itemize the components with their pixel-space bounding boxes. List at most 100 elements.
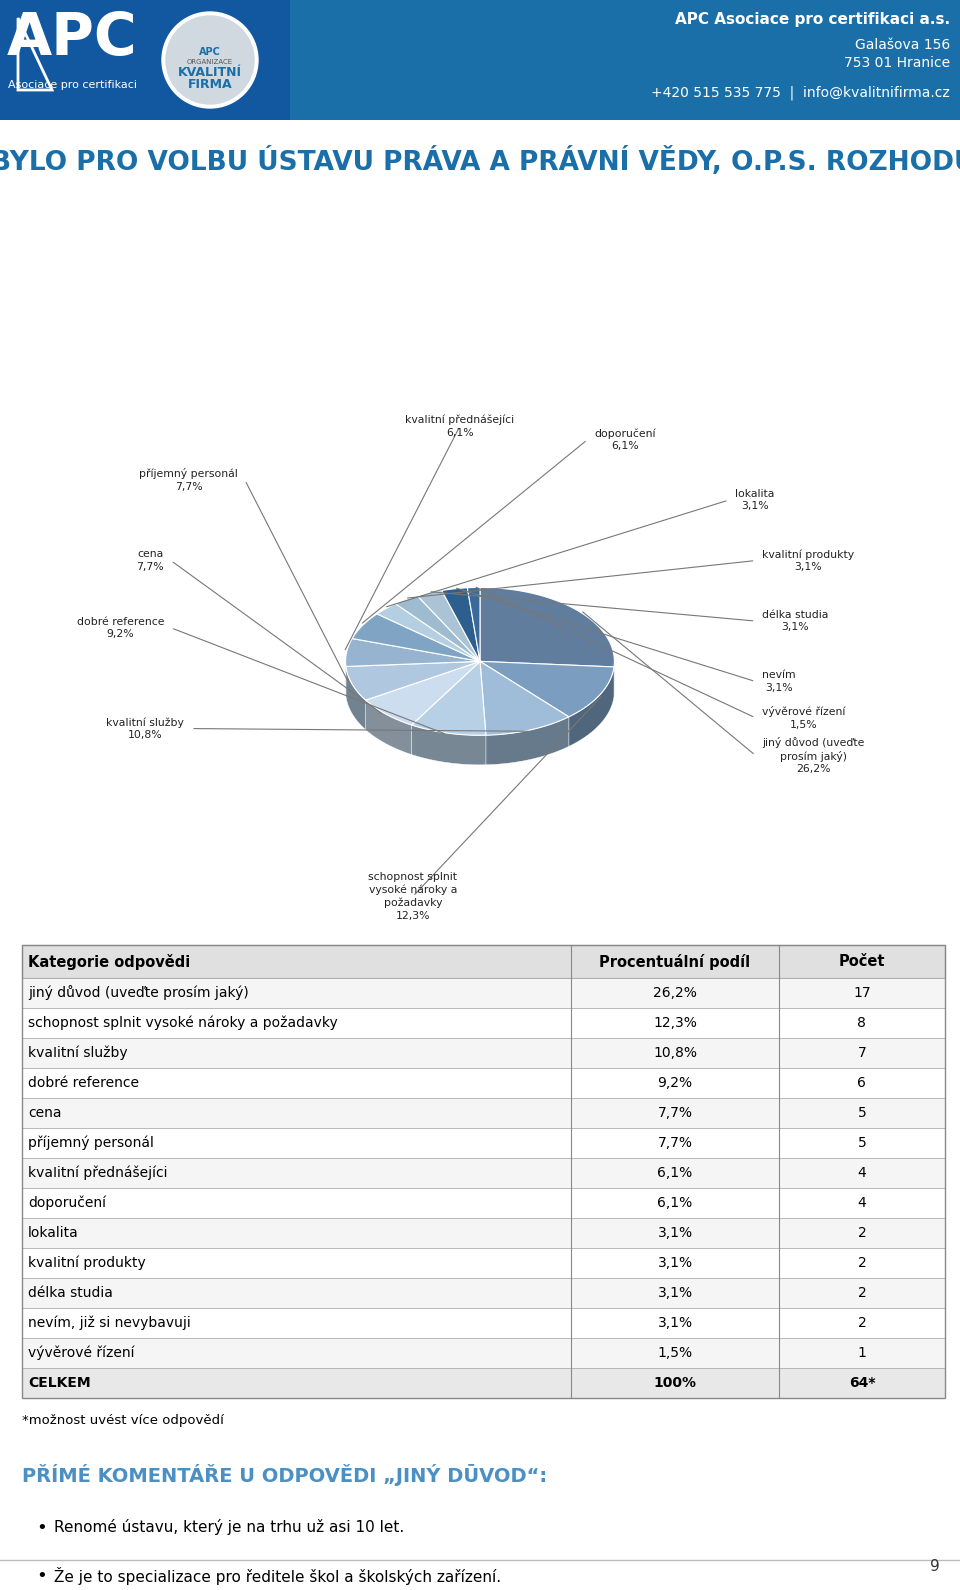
Text: 17: 17 xyxy=(853,986,871,1000)
Text: KVALITNÍ: KVALITNÍ xyxy=(178,65,242,78)
Text: 7: 7 xyxy=(857,1046,866,1061)
Polygon shape xyxy=(396,596,480,661)
Text: 10,8%: 10,8% xyxy=(653,1046,697,1061)
Text: kvaIitní přednášejíci
6,1%: kvaIitní přednášejíci 6,1% xyxy=(405,415,515,437)
Text: 4: 4 xyxy=(857,1196,866,1210)
Text: 26,2%: 26,2% xyxy=(653,986,697,1000)
Text: vývěrové řízení: vývěrové řízení xyxy=(28,1345,134,1361)
Text: Asociace pro certifikaci: Asociace pro certifikaci xyxy=(8,80,136,91)
Text: Kategorie odpovědi: Kategorie odpovědi xyxy=(28,954,190,970)
Polygon shape xyxy=(480,661,569,735)
Polygon shape xyxy=(366,661,480,725)
Text: 3,1%: 3,1% xyxy=(658,1256,692,1270)
Text: nevím, již si nevybavuji: nevím, již si nevybavuji xyxy=(28,1317,191,1331)
Text: 1: 1 xyxy=(857,1347,866,1359)
Text: 753 01 Hranice: 753 01 Hranice xyxy=(844,56,950,70)
Circle shape xyxy=(166,16,254,103)
Text: 7,7%: 7,7% xyxy=(658,1107,692,1119)
FancyBboxPatch shape xyxy=(22,1367,945,1398)
Text: Procentuální podíl: Procentuální podíl xyxy=(599,954,751,970)
Text: dobré reference: dobré reference xyxy=(28,1076,139,1091)
Text: kvaIitní služby: kvaIitní služby xyxy=(28,1046,128,1061)
Circle shape xyxy=(162,13,258,108)
Text: 6: 6 xyxy=(857,1076,866,1091)
Text: kvaIitní produkty: kvaIitní produkty xyxy=(28,1256,146,1270)
Polygon shape xyxy=(486,717,569,765)
Text: Renomé ústavu, který je na trhu už asi 10 let.: Renomé ústavu, který je na trhu už asi 1… xyxy=(54,1518,404,1534)
Polygon shape xyxy=(412,661,486,735)
Text: CO BYLO PRO VOLBU ÚSTAVU PRÁVA A PRÁVNÍ VĚDY, O.P.S. ROZHODUJÍÍ?: CO BYLO PRO VOLBU ÚSTAVU PRÁVA A PRÁVNÍ … xyxy=(0,145,960,176)
FancyBboxPatch shape xyxy=(22,978,945,1008)
Text: CELKEM: CELKEM xyxy=(28,1375,90,1390)
Polygon shape xyxy=(480,587,614,666)
Text: Že je to specializace pro ředitele škol a školských zařízení.: Že je to specializace pro ředitele škol … xyxy=(54,1568,501,1585)
Text: +420 515 535 775  |  info@kvalitnifirma.cz: +420 515 535 775 | info@kvalitnifirma.cz xyxy=(651,84,950,100)
Text: 1,5%: 1,5% xyxy=(658,1347,692,1359)
Text: příjemný personál: příjemný personál xyxy=(28,1135,154,1150)
Text: doporučení
6,1%: doporučení 6,1% xyxy=(594,428,656,452)
Text: jiný důvod (uveďte prosím jaký): jiný důvod (uveďte prosím jaký) xyxy=(28,986,249,1000)
Text: 2: 2 xyxy=(857,1286,866,1301)
Text: 3,1%: 3,1% xyxy=(658,1286,692,1301)
Polygon shape xyxy=(346,666,366,730)
FancyBboxPatch shape xyxy=(22,1038,945,1068)
Text: 9,2%: 9,2% xyxy=(658,1076,692,1091)
Text: Galašova 156: Galašova 156 xyxy=(854,38,950,52)
Text: cena
7,7%: cena 7,7% xyxy=(136,550,164,572)
Polygon shape xyxy=(377,604,480,661)
Text: 6,1%: 6,1% xyxy=(658,1165,693,1180)
Polygon shape xyxy=(412,725,486,765)
Text: 6,1%: 6,1% xyxy=(658,1196,693,1210)
Polygon shape xyxy=(569,666,614,746)
Text: APC: APC xyxy=(7,10,137,67)
Polygon shape xyxy=(480,661,614,717)
Polygon shape xyxy=(346,639,480,666)
Text: Počet: Počet xyxy=(839,954,885,968)
FancyBboxPatch shape xyxy=(22,1188,945,1218)
Text: kvaIitní služby
10,8%: kvaIitní služby 10,8% xyxy=(107,717,184,739)
Text: schopnost splnit
vysoké nároky a
požadavky
12,3%: schopnost splnit vysoké nároky a požadav… xyxy=(369,873,457,921)
Text: 4: 4 xyxy=(857,1165,866,1180)
Polygon shape xyxy=(468,587,480,661)
Text: •: • xyxy=(36,1518,47,1538)
Text: 3,1%: 3,1% xyxy=(658,1226,692,1240)
Polygon shape xyxy=(346,661,480,700)
Text: 64*: 64* xyxy=(849,1375,876,1390)
Text: 7,7%: 7,7% xyxy=(658,1135,692,1150)
Polygon shape xyxy=(442,588,480,661)
Text: příjemný personál
7,7%: příjemný personál 7,7% xyxy=(139,467,238,491)
FancyBboxPatch shape xyxy=(0,0,960,119)
Text: délka studia: délka studia xyxy=(28,1286,113,1301)
Text: 2: 2 xyxy=(857,1317,866,1329)
FancyBboxPatch shape xyxy=(22,1278,945,1309)
FancyBboxPatch shape xyxy=(22,1068,945,1099)
Text: schopnost splnit vysoké nároky a požadavky: schopnost splnit vysoké nároky a požadav… xyxy=(28,1016,338,1030)
Text: 100%: 100% xyxy=(654,1375,697,1390)
Text: 2: 2 xyxy=(857,1256,866,1270)
Text: *možnost uvést více odpovědí: *možnost uvést více odpovědí xyxy=(22,1414,224,1426)
Polygon shape xyxy=(352,614,480,661)
FancyBboxPatch shape xyxy=(22,944,945,978)
Polygon shape xyxy=(366,700,412,755)
Text: kvaIitní přednášejíci: kvaIitní přednášejíci xyxy=(28,1165,167,1180)
Text: FIRMA: FIRMA xyxy=(188,78,232,91)
Text: kvaIitní produkty
3,1%: kvaIitní produkty 3,1% xyxy=(762,549,854,572)
Text: nevím
3,1%: nevím 3,1% xyxy=(762,671,796,693)
Text: APC Asociace pro certifikaci a.s.: APC Asociace pro certifikaci a.s. xyxy=(675,13,950,27)
Text: PŘÍMÉ KOMENTÁŘE U ODPOVĚDI „JINÝ DŪVOD“:: PŘÍMÉ KOMENTÁŘE U ODPOVĚDI „JINÝ DŪVOD“: xyxy=(22,1464,547,1487)
Text: dobré reference
9,2%: dobré reference 9,2% xyxy=(77,617,164,639)
Text: doporučení: doporučení xyxy=(28,1196,106,1210)
Text: APC: APC xyxy=(199,48,221,57)
Text: 5: 5 xyxy=(857,1135,866,1150)
Polygon shape xyxy=(418,590,480,661)
FancyBboxPatch shape xyxy=(22,1158,945,1188)
Text: lokalita: lokalita xyxy=(28,1226,79,1240)
FancyBboxPatch shape xyxy=(0,0,290,119)
FancyBboxPatch shape xyxy=(22,1008,945,1038)
FancyBboxPatch shape xyxy=(22,1099,945,1127)
Text: 3,1%: 3,1% xyxy=(658,1317,692,1329)
FancyBboxPatch shape xyxy=(22,1248,945,1278)
Text: vývěrové řízení
1,5%: vývěrové řízení 1,5% xyxy=(762,706,846,730)
Text: cena: cena xyxy=(28,1107,61,1119)
Text: 8: 8 xyxy=(857,1016,866,1030)
